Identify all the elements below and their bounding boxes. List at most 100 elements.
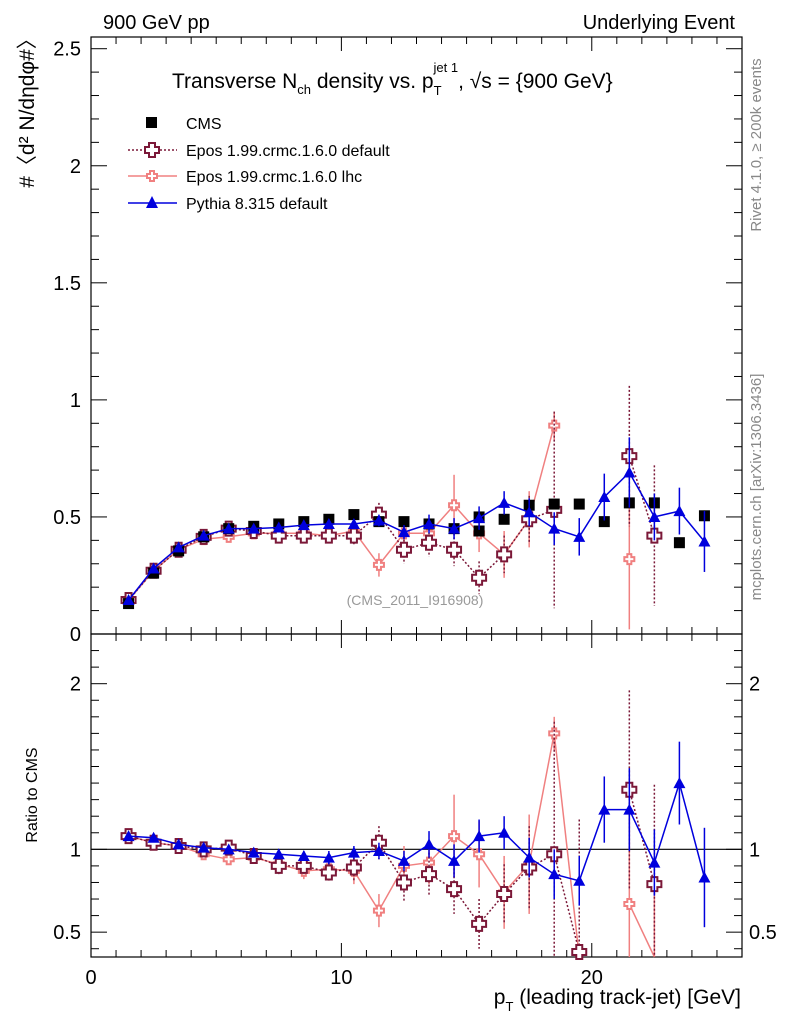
data-point-epos-default-main xyxy=(446,541,463,558)
data-point-pythia-ratio xyxy=(247,846,260,858)
data-point-epos-default-main xyxy=(496,546,513,563)
series-line-pythia-main xyxy=(128,471,705,601)
y-tick-label-main: 1.5 xyxy=(53,273,81,295)
data-point-pythia-main xyxy=(272,521,285,533)
data-point-pythia-main xyxy=(523,506,536,518)
data-point-epos-default-main xyxy=(345,527,362,544)
data-point-pythia-ratio xyxy=(172,838,185,850)
legend-marker-epos-lhc xyxy=(146,170,158,182)
data-point-cms xyxy=(348,509,360,521)
data-point-pythia-ratio xyxy=(673,777,686,789)
data-point-pythia-main xyxy=(297,519,310,531)
data-point-pythia-ratio xyxy=(448,854,461,866)
data-point-epos-lhc-ratio xyxy=(548,727,561,740)
data-point-epos-default-main xyxy=(421,534,438,551)
data-point-epos-default-ratio xyxy=(295,857,312,874)
header-right: Underlying Event xyxy=(583,12,736,34)
data-point-pythia-main xyxy=(222,522,235,534)
data-point-pythia-ratio xyxy=(623,803,636,815)
y-tick-label-main: 1 xyxy=(70,390,81,412)
legend-label-pythia: Pythia 8.315 default xyxy=(186,196,328,213)
y-tick-label-ratio-right: 2 xyxy=(749,674,760,696)
x-axis-label: pT (leading track-jet) [GeV] xyxy=(494,986,741,1014)
data-point-pythia-main xyxy=(322,517,335,529)
x-axis-label-rest: (leading track-jet) [GeV] xyxy=(513,986,741,1009)
data-point-epos-default-ratio xyxy=(270,857,287,874)
data-point-pythia-main xyxy=(623,466,636,478)
x-tick-label: 20 xyxy=(581,967,603,989)
data-point-epos-default-ratio xyxy=(446,881,463,898)
data-point-pythia-main xyxy=(498,496,511,508)
data-point-epos-lhc-ratio xyxy=(372,904,385,917)
y-tick-label-ratio: 0.5 xyxy=(53,922,81,944)
data-point-pythia-main xyxy=(698,535,711,547)
data-point-pythia-ratio xyxy=(297,849,310,861)
title-sub-ch: ch xyxy=(297,82,311,97)
data-point-pythia-main xyxy=(397,526,410,538)
data-point-epos-default-ratio xyxy=(421,866,438,883)
data-point-pythia-main xyxy=(372,514,385,526)
data-point-pythia-ratio xyxy=(548,868,561,880)
y-tick-label-main: 2.5 xyxy=(53,39,81,61)
data-point-cms xyxy=(673,537,685,549)
data-point-pythia-main xyxy=(247,522,260,534)
data-point-epos-lhc-main xyxy=(623,553,636,566)
series-line-pythia-ratio xyxy=(128,780,706,882)
data-point-epos-default-ratio xyxy=(496,886,513,903)
data-point-cms xyxy=(598,516,610,528)
data-point-epos-default-ratio xyxy=(395,874,412,891)
data-point-pythia-ratio xyxy=(372,844,385,856)
data-point-epos-lhc-main xyxy=(548,419,561,432)
legend-marker-cms xyxy=(146,117,157,128)
data-point-pythia-ratio xyxy=(147,831,160,843)
data-point-pythia-main xyxy=(147,562,160,574)
data-point-pythia-main xyxy=(423,517,436,529)
series-line-epos_lhc-main xyxy=(128,425,555,601)
data-point-epos-lhc-ratio xyxy=(448,830,461,843)
title-part-3: , √s = {900 GeV} xyxy=(458,70,613,93)
side-top-label: Rivet 4.1.0, ≥ 200k events xyxy=(748,58,765,231)
data-point-epos-default-main xyxy=(395,541,412,558)
data-point-pythia-main xyxy=(473,512,486,524)
data-point-pythia-main xyxy=(598,491,611,503)
data-point-pythia-ratio xyxy=(573,874,586,886)
data-point-pythia-ratio xyxy=(523,851,536,863)
y-axis-label-main: #〈d² N/dηdφ#〉 xyxy=(16,28,39,188)
data-point-cms xyxy=(473,525,485,537)
data-point-pythia-ratio xyxy=(598,803,611,815)
data-point-cms xyxy=(498,513,510,525)
plot-title: Transverse Nch density vs. pTjet 1, √s =… xyxy=(172,60,613,98)
y-tick-label-ratio: 2 xyxy=(70,674,81,696)
data-point-pythia-ratio xyxy=(423,838,436,850)
data-point-epos-default-ratio xyxy=(320,864,337,881)
side-bottom-label: mcplots.cern.ch [arXiv:1306.3436] xyxy=(748,374,765,601)
title-sub-t: T xyxy=(434,83,442,98)
data-point-epos-lhc-main xyxy=(372,558,385,571)
title-part-1: Transverse N xyxy=(172,70,297,93)
series-line-epos_lhc-ratio xyxy=(628,903,656,958)
data-point-epos-default-main xyxy=(270,527,287,544)
y-tick-label-ratio-right: 1 xyxy=(749,839,760,861)
legend-marker-pythia xyxy=(146,196,158,208)
data-point-pythia-ratio xyxy=(498,826,511,838)
data-point-cms xyxy=(573,498,585,510)
y-tick-label-ratio-right: 0.5 xyxy=(749,922,777,944)
legend: CMS Epos 1.99.crmc.1.6.0 default Epos 1.… xyxy=(128,116,390,213)
data-point-pythia-main xyxy=(122,594,135,606)
data-point-epos-lhc-ratio xyxy=(623,897,636,910)
data-point-epos-lhc-ratio xyxy=(222,853,235,866)
x-axis-label-p: p xyxy=(494,986,506,1009)
data-point-cms xyxy=(548,498,560,510)
data-point-epos-default-main xyxy=(295,527,312,544)
ratio-panel-frame xyxy=(90,633,743,958)
data-point-pythia-main xyxy=(573,530,586,542)
data-point-pythia-main xyxy=(648,510,661,522)
header-left: 900 GeV pp xyxy=(103,12,210,34)
data-point-epos-default-ratio xyxy=(345,859,362,876)
data-point-pythia-ratio xyxy=(122,830,135,842)
x-tick-label: 0 xyxy=(85,967,96,989)
data-point-pythia-ratio xyxy=(397,854,410,866)
data-point-pythia-ratio xyxy=(473,830,486,842)
data-point-pythia-ratio xyxy=(197,841,210,853)
title-part-2: density vs. p xyxy=(311,70,434,93)
